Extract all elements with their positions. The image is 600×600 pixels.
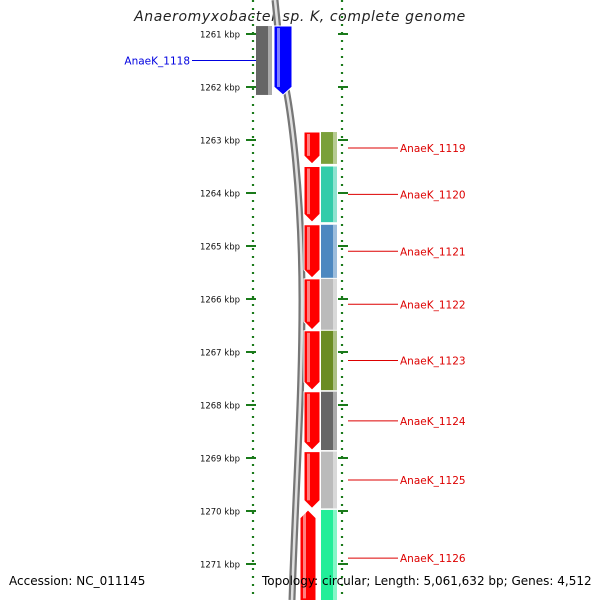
gene-body-sheen (307, 332, 310, 383)
topology-summary: Topology: circular; Length: 5,061,632 bp… (262, 574, 592, 588)
gene-track-sheen (333, 166, 337, 223)
ruler-label: 1261 kbp (200, 31, 240, 41)
gene-body-sheen (303, 511, 306, 599)
gene-track-block (321, 278, 337, 330)
gene-label[interactable]: AnaeK_1118 (124, 56, 190, 68)
gene-AnaeK_1124[interactable] (303, 391, 337, 451)
gene-track-sheen (268, 26, 272, 95)
gene-track-block (256, 26, 272, 95)
ruler-label: 1269 kbp (200, 455, 240, 465)
accession-text: Accession: NC_011145 (9, 574, 146, 588)
map-title: Anaeromyxobacter sp. K, complete genome (134, 9, 466, 25)
ruler-label: 1271 kbp (200, 561, 240, 571)
ruler-label: 1265 kbp (200, 243, 240, 253)
gene-label[interactable]: AnaeK_1126 (400, 553, 466, 565)
gene-track-block (321, 330, 337, 391)
gene-track-block (321, 224, 337, 278)
gene-AnaeK_1123[interactable] (303, 330, 337, 391)
gene-body-sheen (307, 226, 310, 270)
gene-AnaeK_1120[interactable] (303, 166, 337, 223)
gene-body-sheen (307, 393, 310, 443)
gene-track-sheen (333, 391, 337, 451)
gene-track-block (321, 132, 337, 164)
gene-body-arrow (303, 391, 321, 451)
gene-labels: AnaeK_1118 AnaeK_1119 AnaeK_1120 AnaeK_1121… (124, 56, 466, 566)
gene-track-sheen (333, 132, 337, 164)
gene-track-sheen (333, 509, 337, 600)
gene-AnaeK_1126[interactable] (299, 509, 337, 600)
gene-AnaeK_1119[interactable] (303, 131, 337, 165)
gene-body-arrow (303, 131, 321, 165)
gene-label[interactable]: AnaeK_1120 (400, 189, 466, 201)
ruler-ticks: 1261 kbp 1262 kbp 1263 kbp 1264 kbp 1265 kbp… (200, 0, 348, 600)
gene-features (256, 0, 337, 600)
gene-body-sheen (307, 280, 310, 322)
gene-body-arrow (273, 25, 293, 96)
gene-track-block (321, 391, 337, 451)
gene-track-block (321, 509, 337, 600)
gene-AnaeK_1121[interactable] (303, 224, 337, 279)
gene-body-arrow (303, 451, 321, 510)
ruler-label: 1263 kbp (200, 137, 240, 147)
gene-track-sheen (333, 224, 337, 278)
gene-body-sheen (307, 134, 310, 156)
gene-AnaeK_1122[interactable] (303, 278, 337, 331)
ruler-label: 1264 kbp (200, 190, 240, 200)
ruler-label: 1270 kbp (200, 508, 240, 518)
ruler-label: 1268 kbp (200, 402, 240, 412)
ruler-label: 1262 kbp (200, 84, 240, 94)
gene-label[interactable]: AnaeK_1125 (400, 475, 466, 487)
ruler-label: 1266 kbp (200, 296, 240, 306)
gene-label[interactable]: AnaeK_1121 (400, 246, 466, 258)
ruler-label: 1267 kbp (200, 349, 240, 359)
gene-AnaeK_1118[interactable] (256, 25, 293, 96)
gene-label[interactable]: AnaeK_1124 (400, 416, 466, 428)
gene-track-sheen (333, 451, 337, 509)
gene-track-sheen (333, 330, 337, 391)
gene-track-block (321, 451, 337, 509)
gene-body-sheen (277, 28, 280, 87)
gene-body-arrow (303, 166, 321, 223)
gene-track-block (321, 166, 337, 223)
genome-backbone-highlight (273, 0, 304, 600)
gene-label[interactable]: AnaeK_1123 (400, 355, 466, 367)
gene-label[interactable]: AnaeK_1122 (400, 299, 466, 311)
gene-AnaeK_1125[interactable] (303, 451, 337, 510)
gene-body-arrow (303, 330, 321, 391)
gene-body-arrow (303, 224, 321, 279)
gene-body-arrow (303, 278, 321, 331)
gene-body-sheen (307, 168, 310, 215)
gene-track-sheen (333, 278, 337, 330)
gene-label[interactable]: AnaeK_1119 (400, 143, 466, 155)
gene-body-sheen (307, 453, 310, 501)
